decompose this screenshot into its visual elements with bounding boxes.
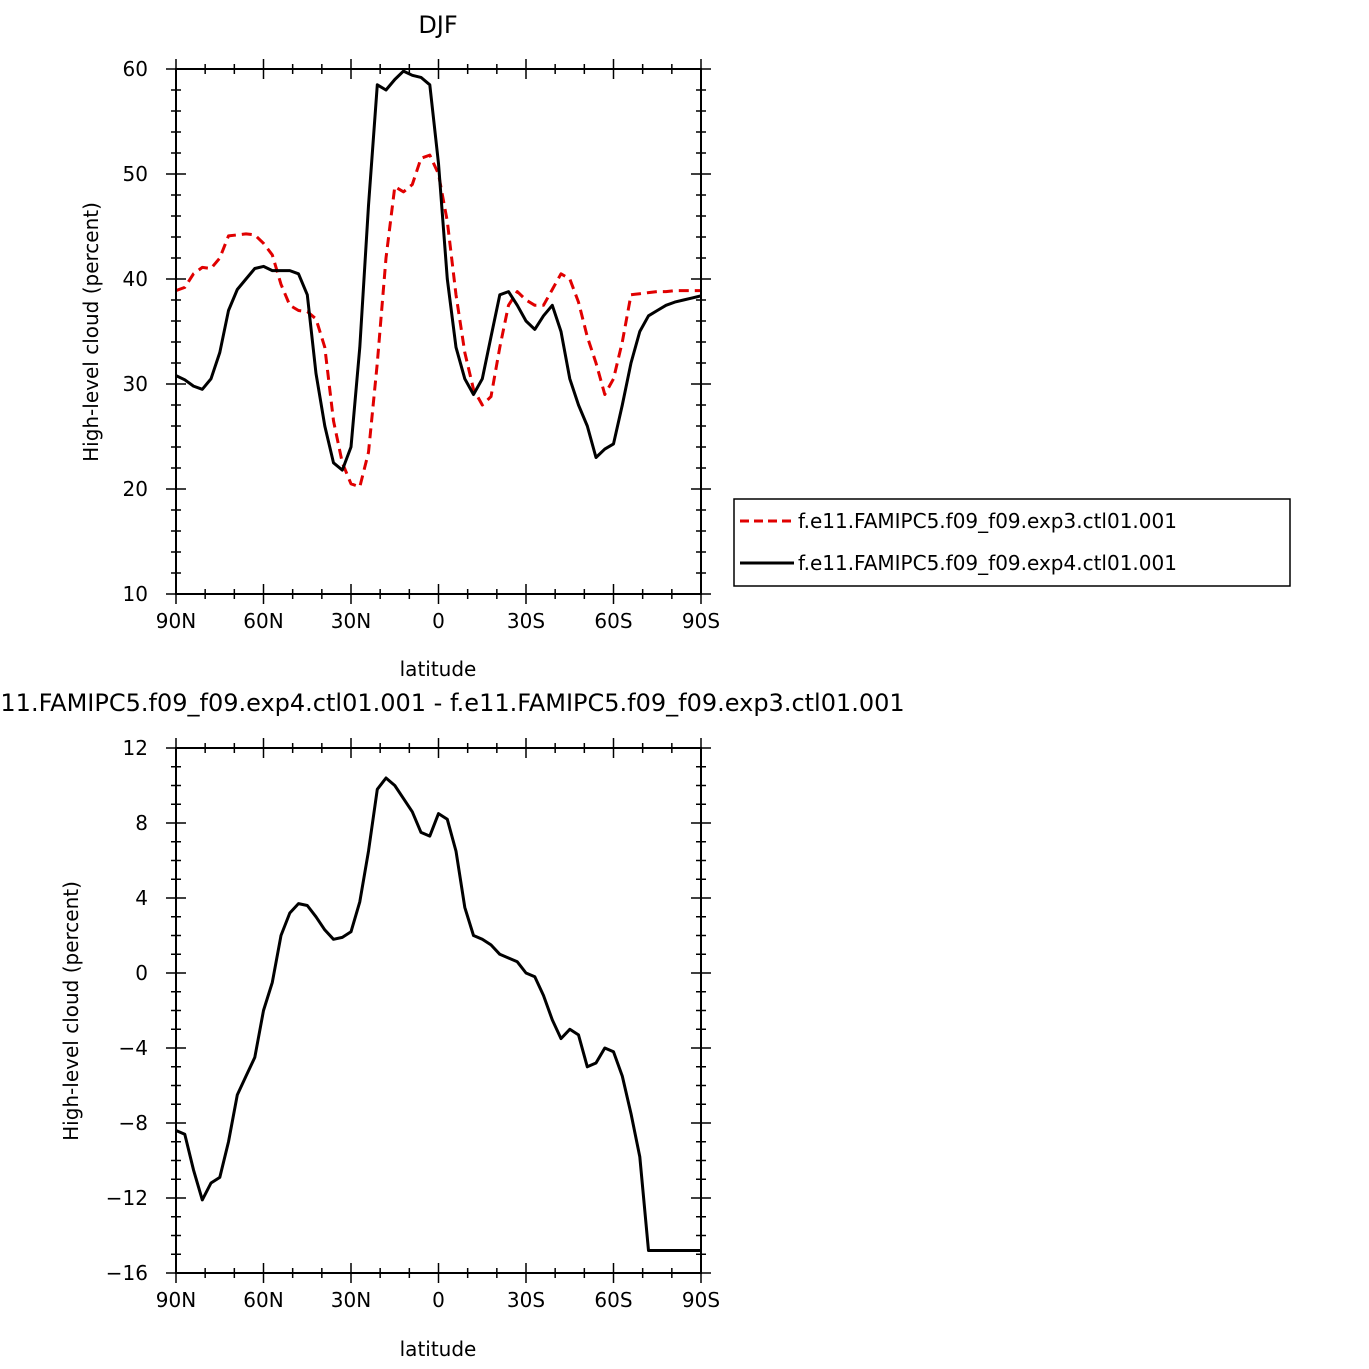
- top-axes: 90N 60N 30N 0 30S 60S 90S 10 20 30 40 50 60: [123, 57, 721, 633]
- bottom-plot-frame: [175, 747, 702, 1274]
- top-y-tick-label: 50: [123, 162, 148, 186]
- top-x-tick-label: 60S: [594, 609, 632, 633]
- legend-box: [733, 498, 1291, 587]
- top-y-tick-label: 20: [123, 477, 148, 501]
- top-panel: DJF 90N 60N 30N 0 30S 60S 90S 10 20 30 40 50 60 High…: [79, 11, 720, 681]
- bottom-series-group: [176, 776, 701, 1252]
- top-series-group: [176, 69, 701, 489]
- top-x-tick-label: 0: [432, 609, 445, 633]
- top-y-tick-label: 40: [123, 267, 148, 291]
- bottom-y-tick-label: −4: [119, 1036, 148, 1060]
- bottom-y-tick-label: 0: [135, 961, 148, 985]
- top-x-tick-label: 60N: [243, 609, 283, 633]
- bottom-x-tick-label: 90N: [156, 1288, 196, 1312]
- bottom-x-tick-label: 0: [432, 1288, 445, 1312]
- bottom-axes: 90N 60N 30N 0 30S 60S 90S −16 −12 −8 −4 0 4 8 12: [106, 736, 720, 1312]
- top-series-line-0: [176, 153, 701, 489]
- top-x-tick-label: 90N: [156, 609, 196, 633]
- legend-label-exp4: f.e11.FAMIPC5.f09_f09.exp4.ctl01.001: [798, 551, 1177, 575]
- bottom-y-axis-label: High-level cloud (percent): [59, 881, 83, 1141]
- top-plot-frame: [175, 68, 702, 595]
- top-y-tick-label: 60: [123, 57, 148, 81]
- bottom-x-tick-label: 30N: [331, 1288, 371, 1312]
- bottom-chart-title: f.e11.FAMIPC5.f09_f09.exp4.ctl01.001 - f…: [0, 689, 905, 717]
- bottom-y-tick-label: 4: [135, 886, 148, 910]
- bottom-x-tick-label: 60S: [594, 1288, 632, 1312]
- bottom-y-tick-label: −12: [106, 1186, 148, 1210]
- top-x-tick-label: 30S: [507, 609, 545, 633]
- bottom-series-line-0: [176, 776, 701, 1252]
- legend: f.e11.FAMIPC5.f09_f09.exp3.ctl01.001 f.e…: [733, 498, 1291, 587]
- top-y-tick-label: 10: [123, 582, 148, 606]
- top-y-tick-label: 30: [123, 372, 148, 396]
- bottom-x-tick-label: 60N: [243, 1288, 283, 1312]
- top-x-tick-label: 90S: [682, 609, 720, 633]
- legend-label-exp3: f.e11.FAMIPC5.f09_f09.exp3.ctl01.001: [798, 509, 1177, 533]
- bottom-y-tick-label: −8: [119, 1111, 148, 1135]
- top-chart-title: DJF: [418, 11, 457, 39]
- bottom-x-tick-label: 30S: [507, 1288, 545, 1312]
- bottom-y-tick-label: 12: [123, 736, 148, 760]
- bottom-y-tick-label: 8: [135, 811, 148, 835]
- bottom-x-tick-label: 90S: [682, 1288, 720, 1312]
- bottom-y-tick-label: −16: [106, 1261, 148, 1285]
- top-y-axis-label: High-level cloud (percent): [79, 202, 103, 462]
- top-x-axis-label: latitude: [400, 657, 477, 681]
- bottom-panel: f.e11.FAMIPC5.f09_f09.exp4.ctl01.001 - f…: [0, 689, 905, 1361]
- top-x-tick-label: 30N: [331, 609, 371, 633]
- bottom-x-axis-label: latitude: [400, 1337, 477, 1361]
- top-series-line-1: [176, 69, 701, 472]
